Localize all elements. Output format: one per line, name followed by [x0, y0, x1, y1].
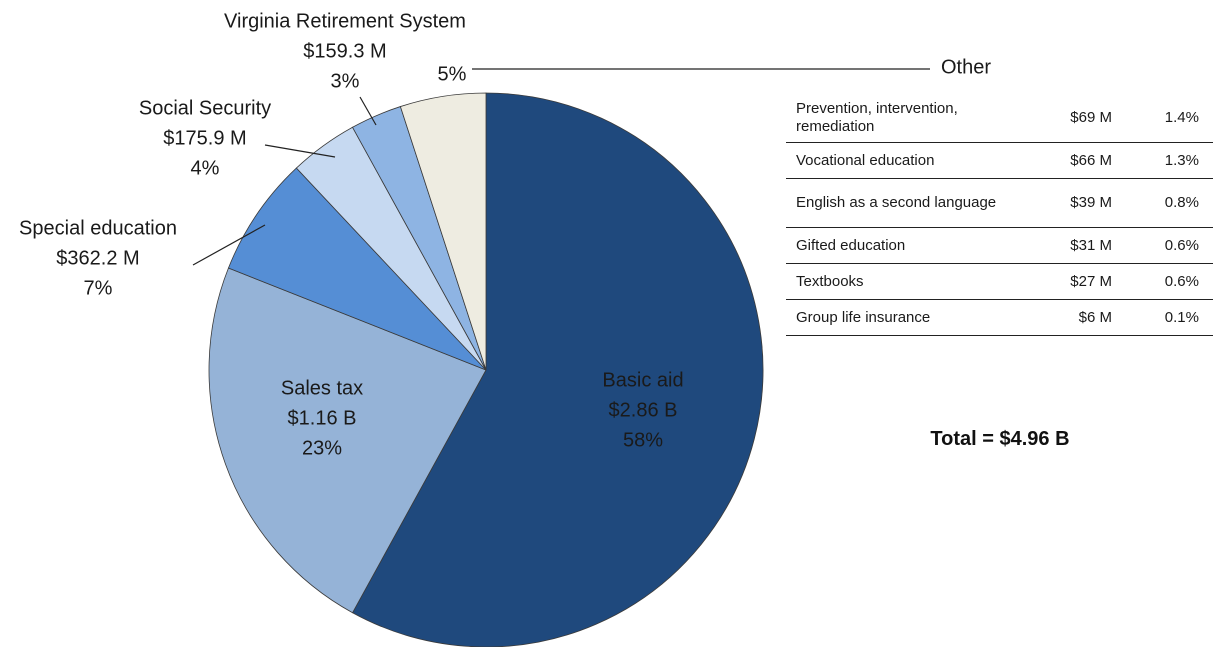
table-cell: English as a second language — [786, 178, 1008, 228]
table-cell: $39 M — [1008, 178, 1116, 228]
leader-line — [359, 96, 377, 126]
table-cell: 1.4% — [1116, 94, 1213, 143]
table-cell: 0.6% — [1116, 263, 1213, 300]
slice-name: Other — [941, 56, 991, 78]
total: Total = $4.96 B — [930, 428, 1070, 450]
pie-slice — [208, 267, 487, 614]
slice-percent: 7% — [84, 277, 113, 299]
table-cell: $6 M — [1008, 299, 1116, 336]
table-cell: 0.6% — [1116, 227, 1213, 264]
pie-slice — [399, 92, 487, 371]
table-cell: 1.3% — [1116, 142, 1213, 179]
pie-slice — [227, 167, 487, 371]
table-cell: $69 M — [1008, 94, 1116, 143]
table-row: Vocational education $66 M 1.3% — [786, 142, 1213, 179]
slice-amount: $175.9 M — [163, 127, 246, 149]
table-row: Prevention, intervention, remediation $69… — [786, 94, 1213, 143]
slice-name: Special education — [19, 217, 177, 239]
slice-name: Sales tax — [281, 377, 363, 399]
table-row: English as a second language $39 M 0.8% — [786, 178, 1213, 228]
slice-percent: 58% — [623, 429, 663, 451]
leader-line — [192, 224, 266, 266]
slice-name: Virginia Retirement System — [224, 10, 466, 32]
table-cell: 0.8% — [1116, 178, 1213, 228]
slice-name: Social Security — [139, 97, 271, 119]
table-cell: Gifted education — [786, 227, 1008, 264]
leader-line — [264, 144, 336, 158]
table-cell: Group life insurance — [786, 299, 1008, 336]
table-cell: Prevention, intervention, remediation — [786, 94, 1008, 143]
table-cell: $31 M — [1008, 227, 1116, 264]
slice-name: Basic aid — [602, 369, 683, 391]
table-row: Group life insurance $6 M 0.1% — [786, 299, 1213, 336]
slice-amount: $1.16 B — [288, 407, 357, 429]
table-cell: $27 M — [1008, 263, 1116, 300]
slice-percent: 4% — [191, 157, 220, 179]
slice-percent: 23% — [302, 437, 342, 459]
slice-amount: $2.86 B — [609, 399, 678, 421]
table-row: Gifted education $31 M 0.6% — [786, 227, 1213, 264]
table-cell: 0.1% — [1116, 299, 1213, 336]
table-cell: Textbooks — [786, 263, 1008, 300]
slice-percent: 3% — [331, 70, 360, 92]
slice-amount: $159.3 M — [303, 40, 386, 62]
slice-percent: 5% — [438, 63, 467, 85]
table-row: Textbooks $27 M 0.6% — [786, 263, 1213, 300]
other-table: Prevention, intervention, remediation $69… — [786, 94, 1213, 336]
table-cell: $66 M — [1008, 142, 1116, 179]
slice-amount: $362.2 M — [56, 247, 139, 269]
table-cell: Vocational education — [786, 142, 1008, 179]
